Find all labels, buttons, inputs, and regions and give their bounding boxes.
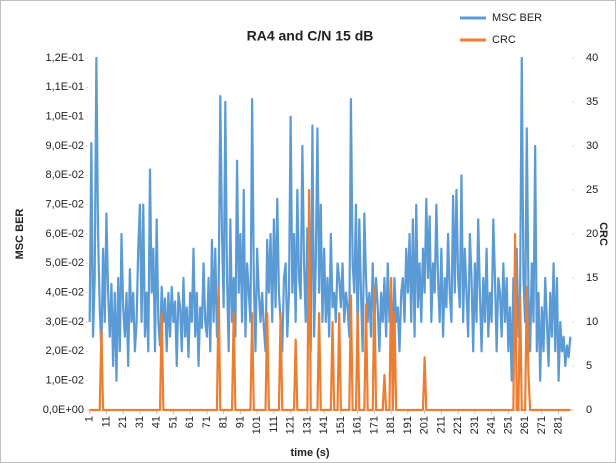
x-tick-label: 111 bbox=[268, 416, 280, 433]
y-tick-label: 0,0E+00 bbox=[43, 404, 84, 416]
series-line bbox=[89, 188, 571, 412]
y-tick-label: 5,0E-02 bbox=[45, 257, 84, 269]
x-tick-label: 251 bbox=[502, 416, 514, 434]
y-tick-label: 4,0E-02 bbox=[45, 287, 84, 299]
x-tick-label: 61 bbox=[184, 416, 196, 428]
y2-tick-label: 25 bbox=[586, 184, 598, 196]
x-tick-label: 101 bbox=[251, 416, 263, 434]
x-tick-label: 81 bbox=[218, 416, 230, 428]
y-tick-label: 6,0E-02 bbox=[45, 228, 84, 240]
y-tick-label: 8,0E-02 bbox=[45, 169, 84, 181]
chart-title: RA4 and C/N 15 dB bbox=[247, 28, 374, 44]
legend-label: CRC bbox=[492, 34, 516, 46]
x-tick-label: 141 bbox=[318, 416, 330, 434]
y2-tick-label: 35 bbox=[586, 96, 598, 108]
y2-axis-title: CRC bbox=[597, 222, 609, 246]
y-tick-label: 1,2E-01 bbox=[45, 52, 84, 64]
y2-tick-label: 20 bbox=[586, 228, 598, 240]
x-tick-label: 261 bbox=[519, 416, 531, 434]
x-tick-label: 241 bbox=[486, 416, 498, 434]
y2-tick-label: 15 bbox=[586, 272, 598, 284]
x-tick-label: 231 bbox=[469, 416, 481, 434]
x-tick-label: 21 bbox=[117, 416, 129, 428]
y2-tick-label: 10 bbox=[586, 316, 598, 328]
x-tick-label: 171 bbox=[368, 416, 380, 434]
x-tick-label: 51 bbox=[167, 416, 179, 428]
y-tick-label: 7,0E-02 bbox=[45, 199, 84, 211]
x-tick-label: 161 bbox=[352, 416, 364, 434]
x-tick-label: 191 bbox=[402, 416, 414, 434]
y-tick-label: 9,0E-02 bbox=[45, 140, 84, 152]
x-tick-label: 201 bbox=[419, 416, 431, 434]
x-tick-label: 181 bbox=[385, 416, 397, 434]
legend-label: MSC BER bbox=[492, 12, 542, 24]
x-tick-label: 1 bbox=[84, 416, 96, 422]
x-tick-label: 221 bbox=[452, 416, 464, 434]
y-tick-label: 1,0E-02 bbox=[45, 375, 84, 387]
y-axis-title: MSC BER bbox=[14, 209, 26, 260]
y2-tick-label: 0 bbox=[586, 404, 592, 416]
x-tick-label: 11 bbox=[100, 416, 112, 427]
x-tick-label: 91 bbox=[234, 416, 246, 428]
x-tick-label: 271 bbox=[536, 416, 548, 434]
y-tick-label: 3,0E-02 bbox=[45, 316, 84, 328]
x-tick-label: 211 bbox=[435, 416, 447, 434]
series-line bbox=[88, 56, 572, 382]
y-tick-label: 1,1E-01 bbox=[45, 81, 84, 93]
y2-tick-label: 40 bbox=[586, 52, 598, 64]
y-tick-label: 2,0E-02 bbox=[45, 345, 84, 357]
x-tick-label: 31 bbox=[134, 416, 146, 428]
x-axis-title: time (s) bbox=[290, 447, 329, 459]
y-tick-label: 1,0E-01 bbox=[45, 111, 84, 123]
x-tick-label: 281 bbox=[553, 416, 565, 434]
x-tick-label: 131 bbox=[301, 416, 313, 434]
x-tick-label: 71 bbox=[201, 416, 213, 428]
x-tick-label: 151 bbox=[335, 416, 347, 434]
x-tick-label: 41 bbox=[151, 416, 163, 428]
y2-tick-label: 5 bbox=[586, 360, 592, 372]
x-tick-label: 121 bbox=[285, 416, 297, 434]
y2-tick-label: 30 bbox=[586, 140, 598, 152]
